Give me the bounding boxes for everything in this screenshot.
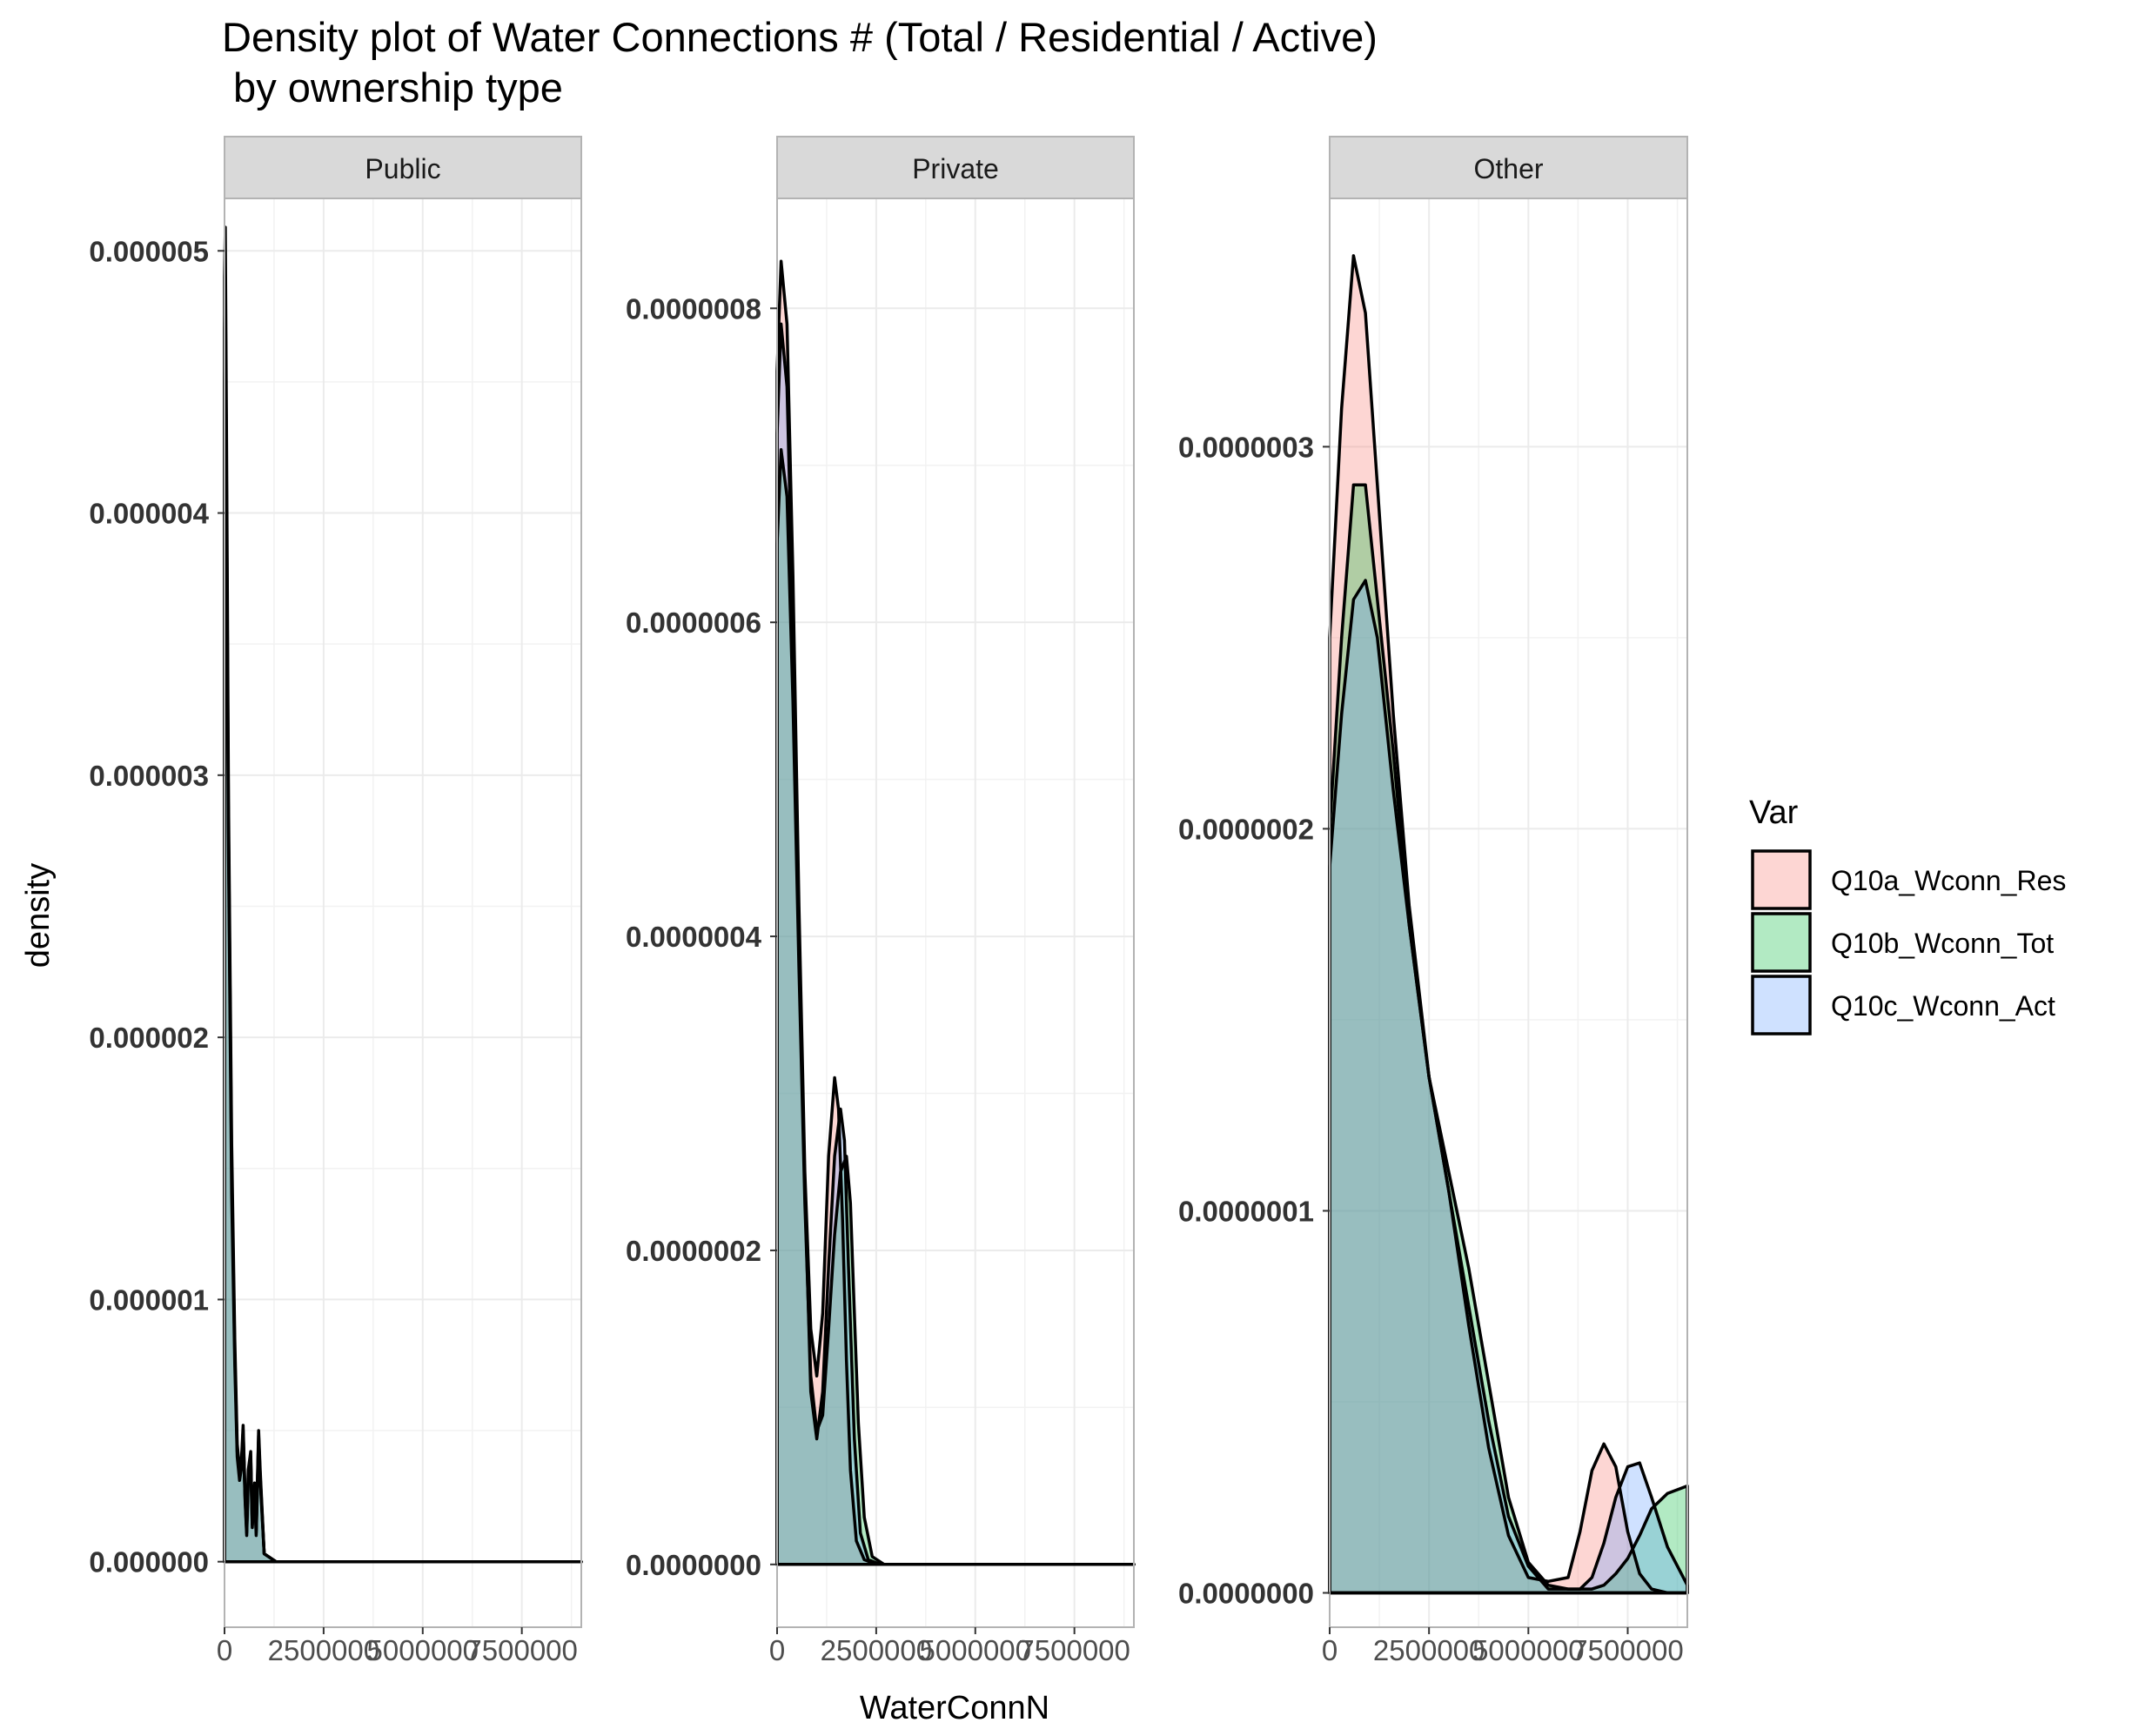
facet-strip	[224, 136, 582, 199]
legend-item-q10b-wconn-tot: Q10b_Wconn_Tot	[1751, 912, 2054, 973]
x-axis-label: WaterConnN	[860, 1690, 1049, 1726]
y-tick-label: 0.0000002	[626, 1235, 761, 1267]
y-tick-label: 0.000005	[89, 235, 209, 267]
x-tick-label: 7500000	[1572, 1634, 1683, 1666]
x-tick-label: 0	[217, 1634, 232, 1666]
x-tick-label: 7500000	[466, 1634, 577, 1666]
facet-private: Private 0.0000000 0.0000002 0.0000004 0.0000…	[626, 136, 1136, 1666]
chart-title: Density plot of Water Connections # (Tot…	[222, 12, 1378, 113]
x-tick-label: 2500000	[821, 1634, 932, 1666]
legend-label: Q10c_Wconn_Act	[1831, 990, 2055, 1022]
x-tick-label: 2500000	[1373, 1634, 1485, 1666]
density-area-q10b-wconn-tot	[1330, 485, 1687, 1593]
legend-item-q10c-wconn-act: Q10c_Wconn_Act	[1751, 975, 2055, 1036]
chart-title-line-2: by ownership type	[222, 64, 563, 111]
y-tick-label: 0.000003	[89, 760, 209, 792]
legend-item-q10a-wconn-res: Q10a_Wconn_Res	[1751, 849, 2066, 910]
y-tick-label: 0.0000002	[1178, 813, 1314, 845]
facet-strip-label: Public	[365, 153, 440, 184]
y-tick-label: 0.000004	[89, 498, 209, 530]
y-tick-label: 0.0000004	[626, 921, 762, 953]
density-outline-q10c-wconn-act	[775, 322, 1136, 1566]
y-tick-label: 0.0000006	[626, 607, 761, 639]
x-tick-label: 5000000	[1472, 1634, 1584, 1666]
facet-public: Public 0.000000 0.000001 0.000002 0.000003 0.…	[89, 136, 583, 1666]
facet-strip	[776, 136, 1135, 199]
x-tick-label: 7500000	[1018, 1634, 1130, 1666]
y-tick-label: 0.0000000	[1178, 1577, 1314, 1609]
density-area-q10b-wconn-tot	[777, 449, 1134, 1565]
legend-key	[1751, 975, 1812, 1036]
x-tick-label: 5000000	[367, 1634, 479, 1666]
legend-label: Q10a_Wconn_Res	[1831, 865, 2066, 896]
density-outline-q10c-wconn-act	[223, 327, 583, 1564]
facet-strip	[1329, 136, 1688, 199]
legend-key	[1751, 912, 1812, 973]
y-axis-label: density	[20, 863, 57, 968]
y-tick-label: 0.000001	[89, 1284, 209, 1316]
panel-background	[225, 198, 581, 1627]
x-tick-label: 0	[769, 1634, 785, 1666]
x-tick-label: 2500000	[268, 1634, 379, 1666]
facet-other: Other 0.0000000 0.0000001 0.0000002 0.000000…	[1178, 136, 1689, 1666]
density-outline-q10a-wconn-res	[1328, 254, 1689, 1595]
legend-title: Var	[1749, 794, 1799, 831]
legend-key	[1751, 849, 1812, 910]
y-tick-label: 0.0000008	[626, 292, 761, 325]
density-outline-q10c-wconn-act	[1328, 579, 1689, 1595]
density-area-q10a-wconn-res	[1330, 255, 1687, 1593]
facet-panels: Public 0.000000 0.000001 0.000002 0.000003 0.…	[89, 136, 1689, 1666]
density-area-q10a-wconn-res	[777, 261, 1134, 1565]
x-tick-label: 5000000	[920, 1634, 1031, 1666]
y-tick-label: 0.0000000	[626, 1549, 761, 1581]
density-area-q10c-wconn-act	[777, 324, 1134, 1565]
y-tick-label: 0.000002	[89, 1022, 209, 1054]
x-tick-label: 0	[1322, 1634, 1338, 1666]
density-area-q10c-wconn-act	[1330, 580, 1687, 1593]
y-tick-label: 0.000000	[89, 1546, 209, 1578]
chart-title-line-1: Density plot of Water Connections # (Tot…	[222, 14, 1378, 60]
y-tick-label: 0.0000001	[1178, 1195, 1314, 1227]
y-tick-label: 0.0000003	[1178, 431, 1314, 463]
legend: Var Q10a_Wconn_Res Q10b_Wconn_Tot Q10c_Wco…	[1749, 794, 2066, 1036]
facet-strip-label: Private	[912, 153, 999, 184]
facet-strip-label: Other	[1473, 153, 1543, 184]
legend-label: Q10b_Wconn_Tot	[1831, 928, 2054, 959]
